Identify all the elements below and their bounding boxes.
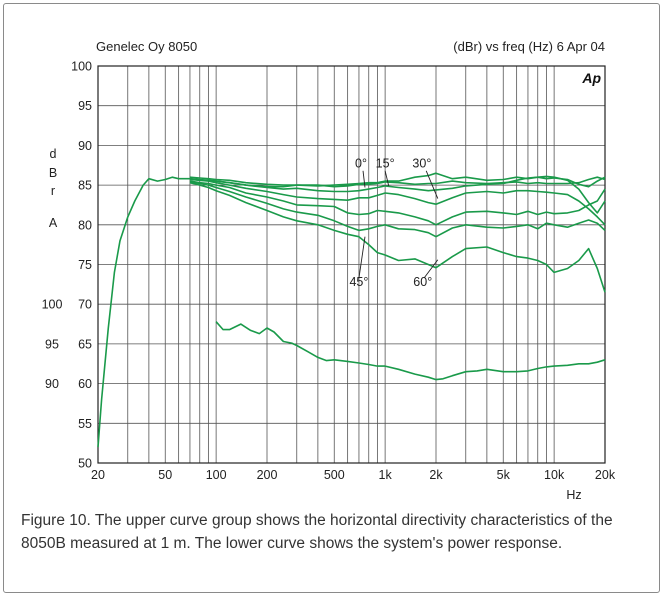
series-line	[189, 181, 606, 293]
series-line	[189, 178, 606, 226]
angle-annotation: 0°	[355, 157, 367, 171]
x-tick-label: 20	[91, 468, 105, 482]
y-tick-label: 50	[78, 457, 92, 471]
x-tick-label: 50	[158, 468, 172, 482]
y-axis-label-letter: d	[50, 147, 57, 161]
y-tick-label: 85	[78, 179, 92, 193]
secondary-y-tick-label: 100	[42, 298, 63, 312]
x-tick-label: 10k	[544, 468, 565, 482]
x-tick-label: 500	[324, 468, 345, 482]
series-line	[189, 172, 606, 188]
angle-annotation: 15°	[376, 157, 395, 171]
plot-border	[97, 65, 606, 464]
y-tick-label: 90	[78, 139, 92, 153]
ap-logo: Ap	[581, 70, 601, 86]
series-line	[215, 321, 606, 381]
x-tick-label: 5k	[497, 468, 511, 482]
series-line	[189, 181, 606, 238]
x-tick-label: 200	[257, 468, 278, 482]
series-line	[189, 180, 606, 226]
y-tick-label: 70	[78, 298, 92, 312]
series-line	[97, 176, 606, 448]
y-tick-label: 95	[78, 99, 92, 113]
y-tick-label: 55	[78, 417, 92, 431]
y-tick-label: 60	[78, 377, 92, 391]
x-tick-label: 2k	[429, 468, 443, 482]
x-tick-label: 20k	[595, 468, 616, 482]
series-line	[189, 175, 606, 214]
y-tick-label: 75	[78, 258, 92, 272]
y-axis-label-letter: B	[49, 166, 57, 180]
y-tick-label: 65	[78, 337, 92, 351]
angle-annotation: 30°	[412, 157, 431, 171]
chart-header-right: (dBr) vs freq (Hz) 6 Apr 04	[453, 39, 605, 54]
annotation-leader-line	[384, 170, 390, 186]
y-tick-label: 100	[71, 60, 92, 74]
annotation-leader-line	[425, 170, 439, 199]
x-tick-label: 1k	[379, 468, 393, 482]
y-axis-label-letter: A	[49, 216, 58, 230]
annotation-leader-line	[423, 259, 439, 279]
chart-header-left: Genelec Oy 8050	[96, 39, 197, 54]
secondary-y-tick-label: 95	[45, 337, 59, 351]
angle-annotation: 45°	[349, 275, 368, 289]
angle-annotation: 60°	[413, 275, 432, 289]
y-axis-label-letter: r	[51, 184, 55, 198]
annotation-leader-line	[358, 236, 366, 279]
figure-caption: Figure 10. The upper curve group shows t…	[21, 512, 613, 552]
y-tick-label: 80	[78, 218, 92, 232]
x-axis-label: Hz	[566, 488, 581, 502]
secondary-y-tick-label: 90	[45, 377, 59, 391]
annotation-leader-line	[362, 170, 366, 188]
x-tick-label: 100	[206, 468, 227, 482]
